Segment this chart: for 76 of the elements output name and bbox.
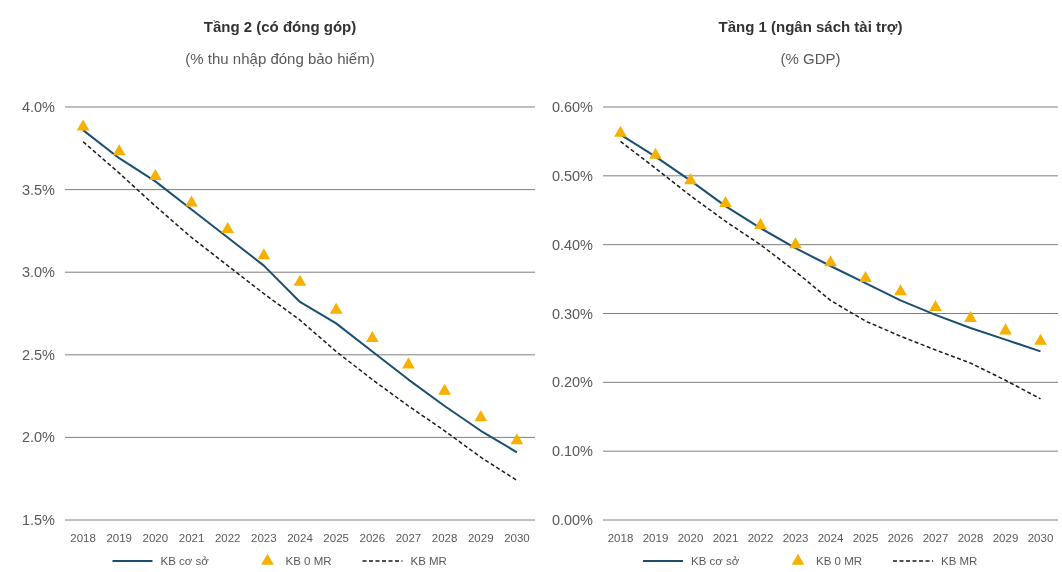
x-tick-label: 2019	[642, 532, 669, 544]
chart-subtitle: (% thu nhập đóng bảo hiểm)	[185, 50, 375, 67]
point	[438, 383, 451, 395]
x-tick-label: 2020	[142, 532, 169, 544]
x-tick-label: 2018	[607, 532, 634, 544]
x-tick-label: 2026	[887, 532, 914, 544]
x-tick-label: 2021	[712, 532, 739, 544]
point	[510, 433, 524, 445]
y-tick-label: 2.0%	[21, 429, 56, 446]
x-tick-label: 2023	[251, 532, 277, 544]
x-tick-label: 2025	[323, 532, 349, 544]
y-tick-label: 3.0%	[21, 264, 56, 281]
x-tick-label: 2028	[957, 532, 984, 544]
point	[474, 410, 488, 422]
x-tick-label: 2022	[214, 532, 241, 544]
y-tick-label: 2.5%	[21, 346, 56, 363]
x-tick-label: 2022	[747, 532, 774, 544]
point	[859, 271, 872, 283]
point	[293, 274, 307, 286]
point	[894, 284, 907, 296]
x-tick-label: 2029	[467, 532, 494, 544]
y-tick-label: 3.5%	[21, 181, 56, 198]
point	[112, 144, 126, 156]
y-tick-label: 0.00%	[551, 512, 594, 529]
point	[185, 195, 198, 207]
point	[76, 119, 90, 131]
y-tick-label: 0.20%	[551, 374, 594, 391]
x-tick-label: 2027	[922, 532, 949, 544]
x-tick-label: 2024	[287, 532, 314, 544]
point	[365, 330, 379, 342]
x-tick-label: 2028	[431, 532, 458, 544]
point	[1034, 333, 1047, 345]
point	[824, 255, 837, 267]
x-tick-label: 2030	[1027, 532, 1054, 544]
chart-subtitle: (% GDP)	[780, 50, 841, 67]
point	[964, 310, 977, 322]
chart-title: Tầng 1 (ngân sách tài trợ)	[718, 18, 903, 35]
legend-label: KB MR	[410, 555, 447, 567]
x-tick-label: 2021	[178, 532, 205, 544]
point	[614, 125, 627, 137]
point	[719, 196, 732, 208]
x-tick-label: 2027	[395, 532, 422, 544]
legend-label: KB cơ sở	[691, 555, 740, 567]
x-tick-label: 2026	[359, 532, 386, 544]
x-tick-label: 2019	[106, 532, 133, 544]
y-tick-label: 1.5%	[21, 512, 56, 529]
legend-label: KB cơ sở	[160, 555, 210, 567]
point	[329, 302, 343, 314]
point	[929, 299, 942, 311]
x-tick-label: 2018	[70, 532, 96, 544]
x-tick-label: 2020	[677, 532, 704, 544]
chart-title: Tầng 2 (có đóng góp)	[203, 18, 357, 35]
point	[221, 221, 235, 233]
point	[789, 237, 802, 249]
x-tick-label: 2029	[992, 532, 1019, 544]
x-tick-label: 2030	[504, 532, 530, 544]
point	[754, 218, 767, 230]
y-tick-label: 0.30%	[551, 305, 594, 322]
point	[649, 147, 662, 159]
legend-label: KB MR	[941, 555, 978, 567]
point	[402, 357, 415, 369]
y-tick-label: 0.10%	[551, 443, 594, 460]
point	[684, 173, 697, 185]
legend-label: KB 0 MR	[285, 555, 332, 567]
legend-label: KB 0 MR	[816, 555, 863, 567]
y-tick-label: 0.60%	[551, 99, 594, 116]
point	[999, 323, 1012, 335]
x-tick-label: 2025	[852, 532, 879, 544]
x-tick-label: 2024	[817, 532, 844, 544]
x-tick-label: 2023	[782, 532, 809, 544]
point	[149, 169, 162, 181]
point	[257, 248, 271, 260]
line-series	[619, 140, 1042, 400]
y-tick-label: 0.50%	[551, 167, 594, 184]
y-tick-label: 0.40%	[551, 236, 594, 253]
y-tick-label: 4.0%	[21, 99, 56, 116]
